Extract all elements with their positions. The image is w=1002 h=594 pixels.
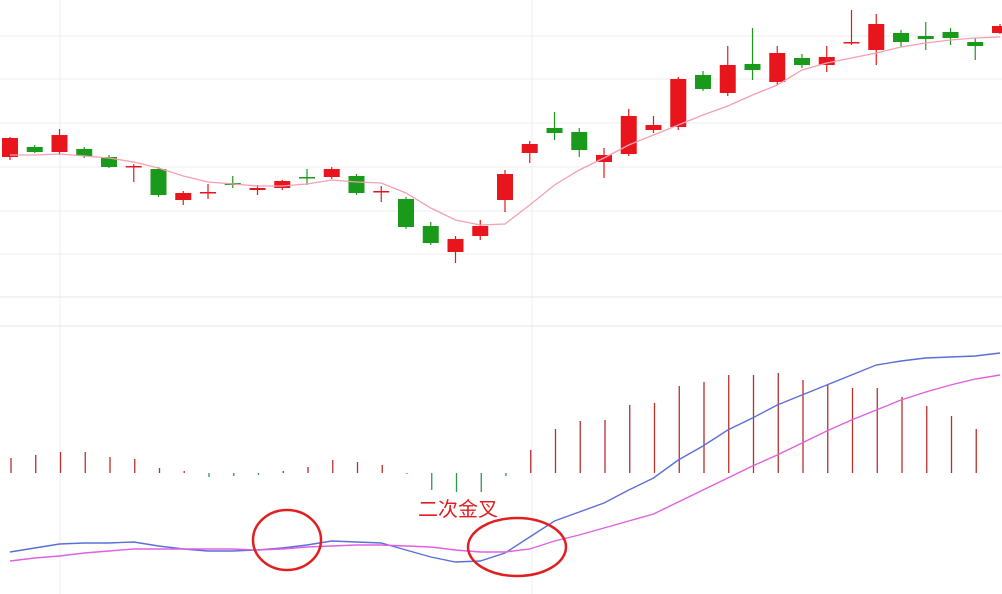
candle-body xyxy=(398,199,414,227)
candle-body xyxy=(497,174,513,200)
candle-body xyxy=(274,181,291,188)
candle-body xyxy=(26,147,43,152)
annotation: 二次金叉 xyxy=(418,497,498,521)
highlight-circle xyxy=(251,508,323,572)
candle-body xyxy=(521,144,538,153)
candle-body xyxy=(175,193,192,200)
candle-body xyxy=(893,33,909,42)
candle-body xyxy=(447,239,464,252)
candle-body xyxy=(200,192,216,194)
candle-body xyxy=(843,42,860,44)
candle-body xyxy=(472,226,489,236)
candle-body xyxy=(422,226,439,243)
candle-body xyxy=(546,128,563,133)
candle-body xyxy=(670,79,687,127)
candle-body xyxy=(719,65,736,93)
candle-body xyxy=(967,42,984,46)
candle-body xyxy=(2,138,18,157)
candle-body xyxy=(101,157,117,167)
candle-body xyxy=(571,132,588,150)
candle-body xyxy=(917,36,934,39)
candle-body xyxy=(942,32,959,38)
candle-body xyxy=(125,166,142,168)
candle-body xyxy=(794,58,810,65)
candle-body xyxy=(818,57,835,65)
candle-body xyxy=(695,75,711,89)
candle-body xyxy=(373,191,390,193)
line xyxy=(9,352,1001,563)
candle-body xyxy=(992,26,1002,33)
candle-body xyxy=(299,177,315,179)
candle-body xyxy=(150,169,167,195)
candle-body xyxy=(744,64,761,70)
line xyxy=(10,36,1001,226)
candle-body xyxy=(620,116,637,154)
candle-body xyxy=(76,149,93,156)
candle-body xyxy=(868,24,885,50)
highlight-circle xyxy=(466,516,568,578)
candle-body xyxy=(51,135,68,152)
candle-body xyxy=(769,53,786,82)
candle-body xyxy=(348,176,365,193)
candle-body xyxy=(645,125,662,130)
candle-body xyxy=(323,169,340,177)
candle-body xyxy=(249,188,266,190)
line xyxy=(9,374,1001,562)
